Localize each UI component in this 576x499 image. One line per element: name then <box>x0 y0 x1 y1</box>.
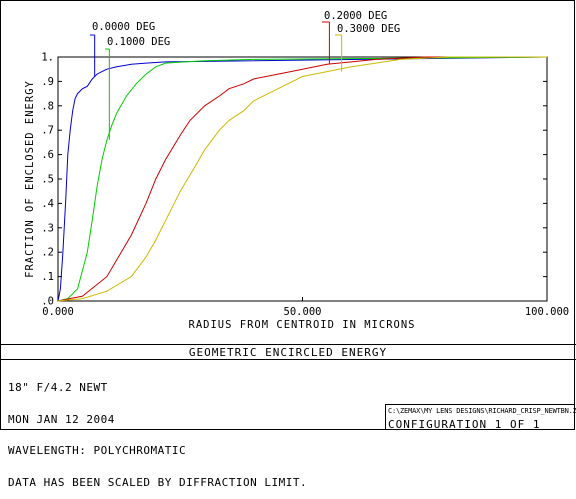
x-axis-ticks: 0.000 50.000 100.000 <box>42 297 569 318</box>
y-tick-label: .6 <box>41 149 54 161</box>
field-marker-label: 0.0000 DEG <box>92 21 155 33</box>
y-axis-label: FRACTION OF ENCLOSED ENERGY <box>24 80 36 278</box>
info-block: 18" F/4.2 NEWT MON JAN 12 2004 WAVELENGT… <box>8 362 307 499</box>
info-line: MON JAN 12 2004 <box>8 412 115 426</box>
y-tick-label: .5 <box>41 174 54 186</box>
y-tick-label: .3 <box>41 222 54 234</box>
x-axis-label: RADIUS FROM CENTROID IN MICRONS <box>189 319 416 331</box>
series-line <box>57 56 547 302</box>
y-tick-label: .8 <box>41 100 54 112</box>
y-axis-ticks: .0 .1 .2 .3 .4 .5 .6 .7 .8 .9 1. <box>41 52 547 308</box>
y-tick-label: .2 <box>41 247 54 259</box>
plot-area-frame <box>57 56 548 302</box>
y-tick-label: .4 <box>41 198 54 210</box>
series-lines <box>57 56 548 302</box>
x-tick-label: 0.000 <box>42 306 74 318</box>
series-line <box>57 56 547 302</box>
y-tick-label: .1 <box>41 271 54 283</box>
x-tick-label: 50.000 <box>284 306 322 318</box>
info-line: DATA HAS BEEN SCALED BY DIFFRACTION LIMI… <box>8 475 308 489</box>
y-tick-label: .7 <box>41 125 54 137</box>
info-line: WAVELENGTH: POLYCHROMATIC <box>8 444 187 457</box>
configuration-box <box>385 404 575 430</box>
chart-title: GEOMETRIC ENCIRCLED ENERGY <box>188 346 388 359</box>
y-tick-label: .0 <box>41 296 54 308</box>
title-divider-bottom <box>0 359 576 360</box>
x-tick-label: 100.000 <box>525 306 569 318</box>
field-marker-label: 0.2000 DEG <box>324 10 387 22</box>
y-tick-label: .9 <box>41 76 54 88</box>
info-line: 18" F/4.2 NEWT <box>8 381 108 394</box>
configuration-label: CONFIGURATION 1 OF 1 <box>388 418 541 431</box>
field-marker-label: 0.3000 DEG <box>337 23 400 35</box>
encircled-energy-plot: .0 .1 .2 .3 .4 .5 .6 .7 .8 .9 1. 0.000 50.000 100.00… <box>24 10 569 331</box>
field-marker-label: 0.1000 DEG <box>107 36 170 48</box>
y-tick-label: 1. <box>41 52 54 64</box>
series-line <box>57 56 548 302</box>
series-line <box>57 56 548 302</box>
window-frame <box>0 0 575 430</box>
title-divider-top <box>0 344 576 345</box>
file-path: C:\ZEMAX\MY LENS DESIGNS\RICHARD_CRISP_N… <box>388 407 576 415</box>
